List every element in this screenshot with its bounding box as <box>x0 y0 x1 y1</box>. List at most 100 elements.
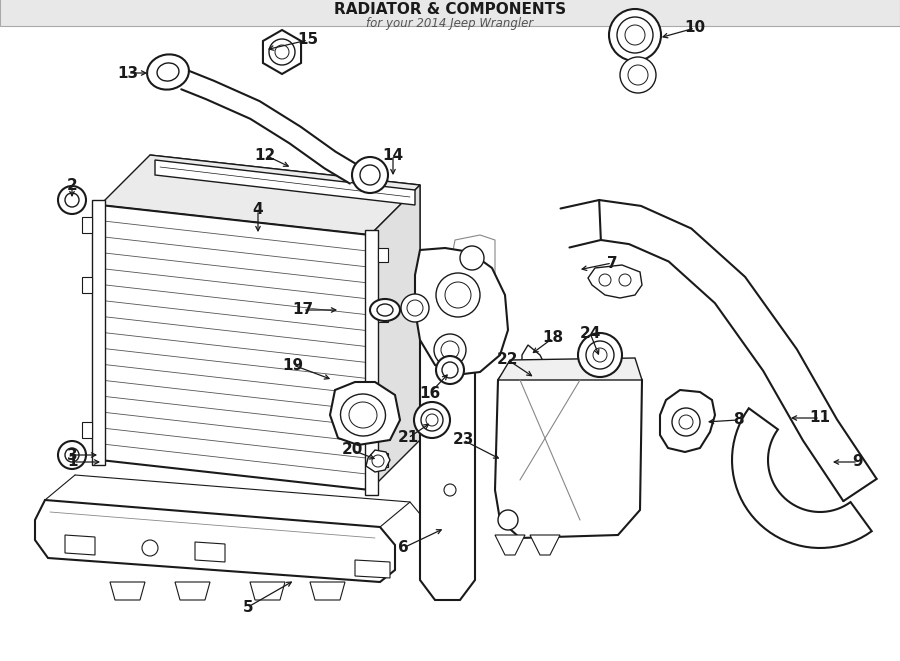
Circle shape <box>599 274 611 286</box>
Text: 24: 24 <box>580 325 600 340</box>
Polygon shape <box>378 308 388 322</box>
Polygon shape <box>110 582 145 600</box>
Text: 10: 10 <box>684 20 706 36</box>
Circle shape <box>442 362 458 378</box>
Circle shape <box>269 39 295 65</box>
Circle shape <box>436 356 464 384</box>
Text: 5: 5 <box>243 600 253 615</box>
Polygon shape <box>522 345 550 393</box>
Text: 18: 18 <box>543 330 563 346</box>
Circle shape <box>628 65 648 85</box>
Circle shape <box>401 294 429 322</box>
Circle shape <box>360 165 380 185</box>
Circle shape <box>586 341 614 369</box>
Text: 7: 7 <box>607 256 617 270</box>
Circle shape <box>617 17 653 53</box>
Circle shape <box>426 414 438 426</box>
Circle shape <box>434 334 466 366</box>
Circle shape <box>593 348 607 362</box>
Text: RADIATOR & COMPONENTS: RADIATOR & COMPONENTS <box>334 3 566 17</box>
Polygon shape <box>530 535 560 555</box>
Ellipse shape <box>340 394 385 436</box>
Text: 22: 22 <box>497 352 518 368</box>
Circle shape <box>421 409 443 431</box>
Circle shape <box>65 448 79 462</box>
Polygon shape <box>150 155 420 440</box>
Text: 15: 15 <box>297 32 319 48</box>
Text: 16: 16 <box>419 385 441 401</box>
Circle shape <box>441 341 459 359</box>
Text: 17: 17 <box>292 303 313 317</box>
Circle shape <box>414 402 450 438</box>
Text: 9: 9 <box>852 455 863 469</box>
Polygon shape <box>195 542 225 562</box>
Text: 20: 20 <box>341 442 363 457</box>
Ellipse shape <box>158 63 179 81</box>
Polygon shape <box>330 382 400 445</box>
Circle shape <box>672 408 700 436</box>
Text: 1: 1 <box>68 455 78 469</box>
Polygon shape <box>65 535 95 555</box>
Text: 19: 19 <box>283 358 303 373</box>
Circle shape <box>352 157 388 193</box>
Polygon shape <box>100 155 420 235</box>
Ellipse shape <box>370 299 400 321</box>
Polygon shape <box>627 61 643 80</box>
Polygon shape <box>378 248 388 262</box>
Circle shape <box>460 246 484 270</box>
Circle shape <box>275 45 289 59</box>
FancyBboxPatch shape <box>0 0 900 26</box>
Polygon shape <box>561 200 877 501</box>
Polygon shape <box>378 403 388 417</box>
Circle shape <box>407 300 423 316</box>
Polygon shape <box>365 230 378 495</box>
Polygon shape <box>355 560 390 578</box>
Text: 8: 8 <box>733 412 743 428</box>
Polygon shape <box>732 408 872 548</box>
Polygon shape <box>420 255 475 600</box>
Circle shape <box>620 57 656 93</box>
Text: 6: 6 <box>398 541 409 555</box>
Polygon shape <box>92 200 105 465</box>
Circle shape <box>619 274 631 286</box>
Polygon shape <box>100 205 370 490</box>
Polygon shape <box>250 582 285 600</box>
Polygon shape <box>310 582 345 600</box>
Text: 21: 21 <box>398 430 418 446</box>
Polygon shape <box>588 265 642 298</box>
Polygon shape <box>82 277 92 293</box>
Circle shape <box>58 186 86 214</box>
Polygon shape <box>415 248 508 375</box>
Text: 2: 2 <box>67 178 77 192</box>
Ellipse shape <box>377 304 393 316</box>
Polygon shape <box>495 362 642 538</box>
Circle shape <box>578 333 622 377</box>
Ellipse shape <box>147 54 189 90</box>
Polygon shape <box>175 582 210 600</box>
Circle shape <box>444 484 456 496</box>
Circle shape <box>625 25 645 45</box>
Polygon shape <box>35 500 395 582</box>
Polygon shape <box>82 217 92 233</box>
Text: 13: 13 <box>117 65 139 81</box>
Polygon shape <box>366 450 390 472</box>
Polygon shape <box>155 160 415 205</box>
Circle shape <box>444 344 456 356</box>
Circle shape <box>679 415 693 429</box>
Circle shape <box>142 540 158 556</box>
Text: 4: 4 <box>253 202 264 217</box>
Circle shape <box>436 273 480 317</box>
Polygon shape <box>82 422 92 438</box>
Polygon shape <box>498 358 642 380</box>
Text: 3: 3 <box>67 447 77 463</box>
Polygon shape <box>181 71 360 184</box>
Text: 12: 12 <box>255 147 275 163</box>
Text: 14: 14 <box>382 147 403 163</box>
Circle shape <box>372 455 384 467</box>
Text: for your 2014 Jeep Wrangler: for your 2014 Jeep Wrangler <box>366 17 534 30</box>
Polygon shape <box>263 30 302 74</box>
Polygon shape <box>378 453 388 467</box>
Polygon shape <box>370 185 420 490</box>
Polygon shape <box>660 390 715 452</box>
Circle shape <box>609 9 661 61</box>
